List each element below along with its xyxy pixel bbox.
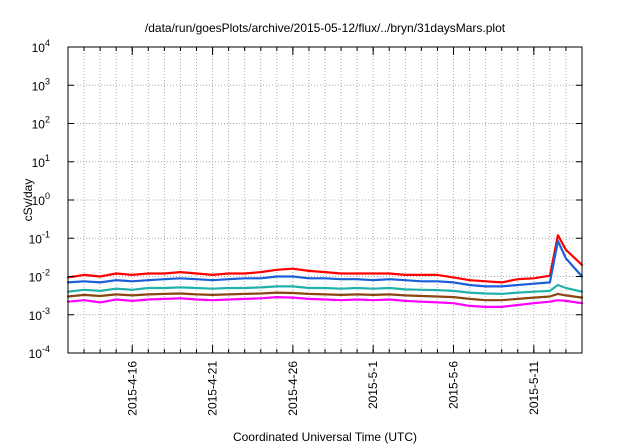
y-tick-label: 101 [32,153,50,170]
series-line-2 [66,239,584,288]
series-line-5 [66,296,584,308]
y-tick-label: 10-3 [29,306,50,323]
series-line-1 [66,234,584,284]
x-axis: 2015-4-16 2015-4-21 2015-4-26 2015-5-1 2015-… [67,47,583,416]
y-tick-label: 10-2 [29,268,50,285]
x-tick-label: 2015-4-26 [286,361,300,416]
y-tick-label: 102 [32,115,50,132]
x-tick-label: 2015-4-21 [206,361,220,416]
series-line-3 [66,283,584,295]
x-axis-label: Coordinated Universal Time (UTC) [233,430,417,444]
y-tick-label: 10-1 [29,229,50,246]
x-tick-label: 2015-5-1 [366,361,380,409]
series-lines [66,234,584,308]
y-tick-label: 10-4 [29,344,50,361]
y-tick-label: 103 [32,76,50,93]
x-tick-label: 2015-5-11 [527,361,541,415]
y-axis-label: cSv/day [21,179,35,222]
series-line-4 [66,291,584,302]
y-tick-label: 104 [32,38,50,55]
x-tick-label: 2015-4-16 [125,361,139,416]
x-tick-label: 2015-5-6 [447,361,461,409]
chart-title: /data/run/goesPlots/archive/2015-05-12/f… [145,21,506,35]
